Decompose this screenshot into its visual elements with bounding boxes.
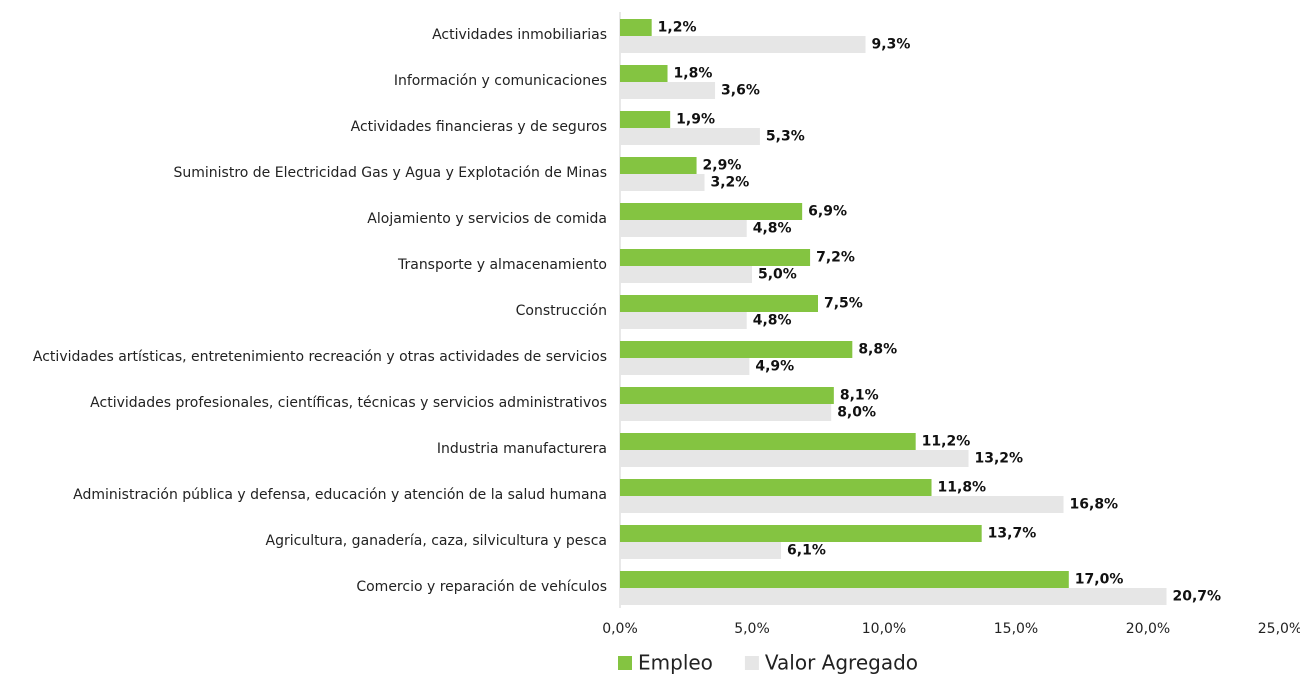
bar — [620, 387, 834, 404]
value-label: 5,3% — [766, 129, 805, 145]
value-label: 4,8% — [753, 221, 792, 237]
category-label: Administración pública y defensa, educac… — [73, 487, 607, 503]
category-label: Actividades inmobiliarias — [432, 27, 607, 43]
value-label: 1,8% — [674, 66, 713, 82]
legend-swatch — [618, 656, 632, 670]
bar — [620, 358, 750, 375]
bar — [620, 295, 818, 312]
value-label: 11,2% — [922, 434, 971, 450]
value-label: 11,8% — [938, 480, 987, 496]
value-label: 7,5% — [824, 296, 863, 312]
bar — [620, 542, 782, 559]
category-label: Comercio y reparación de vehículos — [356, 579, 607, 595]
value-label: 20,7% — [1172, 589, 1221, 605]
bar — [620, 312, 747, 329]
legend-label: Empleo — [638, 651, 713, 675]
category-label: Actividades artísticas, entretenimiento … — [33, 349, 607, 365]
category-label: Transporte y almacenamiento — [397, 257, 607, 273]
value-label: 8,0% — [837, 405, 876, 421]
bar — [620, 588, 1167, 605]
x-tick-label: 20,0% — [1126, 621, 1170, 637]
bar — [620, 249, 811, 266]
bar — [620, 571, 1069, 588]
bar — [620, 496, 1064, 513]
value-label: 1,2% — [658, 20, 697, 36]
category-label: Suministro de Electricidad Gas y Agua y … — [173, 165, 607, 181]
value-label: 6,1% — [787, 543, 826, 559]
bar — [620, 36, 866, 53]
value-label: 8,8% — [858, 342, 897, 358]
bar — [620, 266, 752, 283]
value-label: 17,0% — [1075, 572, 1124, 588]
value-label: 1,9% — [676, 112, 715, 128]
value-label: 5,0% — [758, 267, 797, 283]
x-tick-label: 0,0% — [602, 621, 638, 637]
value-label: 13,7% — [988, 526, 1037, 542]
bar — [620, 220, 747, 237]
value-label: 2,9% — [703, 158, 742, 174]
bar — [620, 479, 932, 496]
bar — [620, 157, 697, 174]
bar — [620, 404, 832, 421]
bar — [620, 128, 760, 145]
category-label: Alojamiento y servicios de comida — [367, 211, 607, 227]
value-label: 8,1% — [840, 388, 879, 404]
bar — [620, 111, 671, 128]
bar — [620, 82, 716, 99]
bar — [620, 174, 705, 191]
value-label: 9,3% — [872, 37, 911, 53]
bar — [620, 65, 668, 82]
category-label: Construcción — [516, 303, 607, 319]
x-tick-label: 10,0% — [862, 621, 906, 637]
x-tick-label: 15,0% — [994, 621, 1038, 637]
value-label: 4,9% — [755, 359, 794, 375]
bar — [620, 525, 982, 542]
category-label: Agricultura, ganadería, caza, silvicultu… — [266, 533, 607, 549]
bar — [620, 19, 652, 36]
bar — [620, 341, 853, 358]
value-label: 6,9% — [808, 204, 847, 220]
x-tick-label: 25,0% — [1258, 621, 1300, 637]
value-label: 7,2% — [816, 250, 855, 266]
value-label: 13,2% — [974, 451, 1023, 467]
legend-label: Valor Agregado — [765, 651, 918, 675]
category-label: Industria manufacturera — [437, 441, 607, 457]
category-label: Información y comunicaciones — [394, 73, 607, 89]
value-label: 3,6% — [721, 83, 760, 99]
value-label: 3,2% — [710, 175, 749, 191]
legend-swatch — [744, 656, 759, 670]
bar — [620, 450, 969, 467]
bar — [620, 203, 803, 220]
category-label: Actividades profesionales, científicas, … — [90, 395, 607, 411]
value-label: 16,8% — [1070, 497, 1119, 513]
bar — [620, 433, 916, 450]
x-tick-label: 5,0% — [734, 621, 770, 637]
value-label: 4,8% — [753, 313, 792, 329]
category-label: Actividades financieras y de seguros — [351, 119, 607, 135]
